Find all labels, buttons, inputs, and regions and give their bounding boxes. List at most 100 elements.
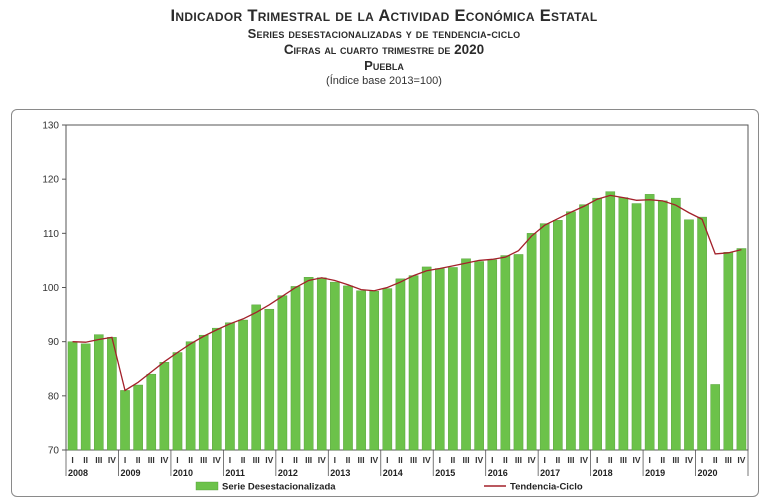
quarter-label: III: [620, 455, 627, 465]
quarter-label: III: [95, 455, 102, 465]
quarter-label: I: [648, 455, 650, 465]
quarter-label: IV: [160, 455, 168, 465]
bar: [290, 286, 301, 451]
bar: [159, 362, 170, 451]
y-tick-label: 80: [48, 391, 60, 402]
y-tick-label: 90: [48, 337, 60, 348]
bar: [395, 278, 406, 451]
bar: [251, 304, 261, 451]
bar: [448, 267, 458, 451]
chart-state: Puebla: [364, 58, 404, 73]
quarter-label: I: [491, 455, 493, 465]
bar: [343, 285, 353, 451]
quarter-label: II: [346, 455, 351, 465]
year-label: 2020: [698, 468, 718, 478]
bar: [579, 204, 589, 451]
quarter-label: II: [660, 455, 665, 465]
quarter-label: III: [410, 455, 417, 465]
chart-header: Indicador Trimestral de la Actividad Eco…: [0, 6, 768, 88]
quarter-label: IV: [318, 455, 326, 465]
y-tick-label: 100: [42, 283, 59, 294]
chart-period: Cifras al cuarto trimestre de 2020: [283, 42, 485, 57]
bar: [80, 343, 91, 451]
quarter-label: III: [358, 455, 365, 465]
quarter-label: II: [555, 455, 560, 465]
bar: [67, 341, 78, 451]
bar: [487, 259, 498, 451]
bar: [684, 219, 694, 451]
bar: [513, 254, 524, 451]
bar: [736, 248, 747, 451]
quarter-label: II: [188, 455, 193, 465]
quarter-label: I: [544, 455, 546, 465]
bar: [697, 216, 707, 451]
quarter-label: I: [281, 455, 283, 465]
quarter-label: I: [229, 455, 231, 465]
legend-bar-label: Serie Desestacionalizada: [222, 482, 336, 493]
quarter-label: III: [462, 455, 469, 465]
bar: [369, 291, 380, 451]
quarter-label: III: [672, 455, 679, 465]
bar: [356, 290, 366, 451]
quarter-label: II: [293, 455, 298, 465]
quarter-label: III: [148, 455, 155, 465]
legend-bar-swatch: [195, 481, 219, 491]
quarter-label: IV: [423, 455, 431, 465]
legend-line-label: Tendencia-Ciclo: [510, 482, 583, 493]
quarter-label: IV: [475, 455, 483, 465]
quarter-label: I: [176, 455, 178, 465]
bar: [382, 288, 393, 451]
year-label: 2011: [225, 468, 245, 478]
y-tick-label: 120: [42, 175, 59, 186]
chart-subtitle: Series desestacionalizadas y de tendenci…: [247, 26, 521, 41]
bar: [120, 390, 130, 451]
quarter-label: III: [567, 455, 574, 465]
bar: [566, 211, 576, 451]
quarter-label: IV: [633, 455, 641, 465]
quarter-label: IV: [737, 455, 745, 465]
year-label: 2019: [645, 468, 665, 478]
bar: [172, 352, 183, 451]
bar: [93, 334, 104, 451]
bar: [408, 275, 419, 451]
quarter-label: IV: [528, 455, 536, 465]
bar: [146, 373, 157, 451]
quarter-label: III: [725, 455, 732, 465]
bar: [553, 220, 563, 451]
quarter-label: IV: [685, 455, 693, 465]
bar: [198, 334, 209, 451]
year-label: 2015: [435, 468, 455, 478]
quarter-label: III: [200, 455, 207, 465]
bar: [631, 203, 642, 451]
year-label: 2010: [173, 468, 193, 478]
quarter-label: I: [334, 455, 336, 465]
quarter-label: III: [515, 455, 522, 465]
quarter-label: II: [713, 455, 718, 465]
bar: [500, 255, 511, 451]
quarter-label: III: [253, 455, 260, 465]
quarter-label: IV: [108, 455, 116, 465]
quarter-label: I: [439, 455, 441, 465]
quarter-label: II: [83, 455, 88, 465]
quarter-label: II: [451, 455, 456, 465]
bar: [710, 384, 721, 451]
y-tick-label: 70: [48, 446, 60, 457]
year-label: 2008: [68, 468, 88, 478]
quarter-label: IV: [213, 455, 221, 465]
year-label: 2012: [278, 468, 298, 478]
bar: [592, 197, 602, 451]
year-label: 2016: [488, 468, 508, 478]
trend-line: [72, 194, 742, 392]
quarter-label: I: [124, 455, 126, 465]
bar: [723, 252, 734, 451]
bar: [434, 268, 445, 451]
bar: [212, 327, 222, 451]
bar: [225, 322, 235, 451]
bar: [671, 197, 681, 451]
bar: [303, 277, 314, 451]
bar: [421, 266, 432, 451]
quarter-label: IV: [265, 455, 273, 465]
year-label: 2014: [383, 468, 403, 478]
year-label: 2013: [330, 468, 350, 478]
quarter-label: I: [386, 455, 388, 465]
